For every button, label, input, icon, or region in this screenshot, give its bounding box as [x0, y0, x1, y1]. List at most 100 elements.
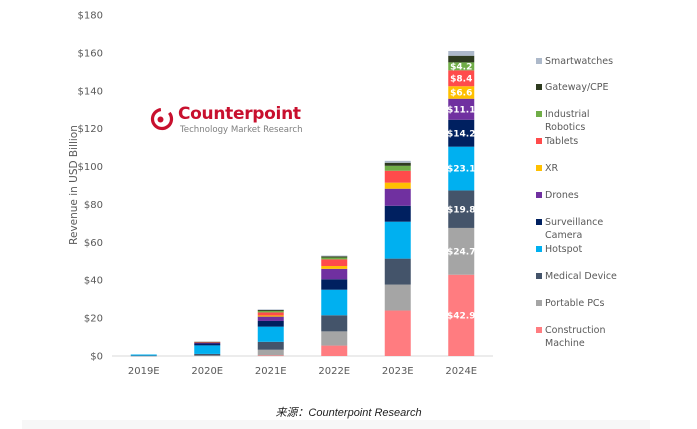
bar-segment	[384, 170, 411, 183]
bar-segment	[448, 70, 475, 87]
logo-brand: Counterpoint	[178, 104, 301, 124]
bar-segment	[448, 190, 475, 228]
bar-segment	[257, 315, 284, 317]
legend-item: XR	[536, 163, 559, 174]
y-tick-label: $120	[78, 124, 103, 135]
bar-segment	[321, 289, 348, 316]
bar-stack-2022E	[321, 255, 348, 356]
y-tick-label: $180	[78, 11, 103, 22]
logo-tagline: Technology Market Research	[180, 125, 303, 135]
legend-item: Drones	[536, 190, 579, 201]
bar-segment	[384, 221, 411, 259]
y-tick-label: $140	[78, 86, 103, 97]
bar-segment	[448, 227, 475, 275]
bar-segment	[257, 312, 284, 316]
bar-segment	[257, 326, 284, 342]
legend-item: Hotspot	[536, 244, 582, 255]
bar-segment	[384, 188, 411, 206]
bar-segment	[448, 86, 475, 99]
bar-segment	[194, 342, 221, 344]
bar-segment	[448, 274, 475, 356]
legend-label: XR	[545, 163, 559, 174]
bar-segment	[130, 355, 157, 357]
bar-segment	[257, 310, 284, 313]
bar-stack-2023E	[384, 160, 411, 356]
legend-item: Tablets	[536, 136, 578, 147]
bar-segment	[321, 345, 348, 356]
bar-segment	[321, 266, 348, 269]
legend-item: Medical Device	[536, 271, 617, 282]
legend-label: Portable PCs	[545, 298, 605, 309]
bar-segment	[321, 256, 348, 258]
bar-stack-2019E	[130, 354, 157, 357]
legend: Smartwatches Gateway/CPE Industrial Robotic…	[536, 56, 617, 349]
data-label: $11.1	[447, 105, 475, 115]
data-label: $23.1	[447, 165, 475, 175]
source-caption: 来源：Counterpoint Research	[275, 407, 422, 419]
y-tick-label: $40	[84, 276, 103, 287]
data-label: $19.8	[447, 205, 475, 215]
bar-segment	[257, 341, 284, 350]
bar-segment	[257, 309, 284, 311]
bar-segment	[384, 284, 411, 311]
bar-segment	[321, 315, 348, 332]
data-label: $6.6	[450, 89, 472, 99]
bar-stack-2021E	[257, 309, 284, 357]
bar-segment	[384, 165, 411, 171]
y-axis: $0 $20 $40 $60 $80 $100 $120 $140 $160 $180	[78, 11, 103, 363]
x-tick-label: 2019E	[128, 366, 160, 377]
legend-swatch	[536, 138, 542, 144]
legend-item: Smartwatches	[536, 56, 613, 67]
data-label: $42.9	[447, 312, 475, 322]
bars: $42.9 $24.7 $19.8 $23.1 $14.2 $11.1 $6.6 $8.4$4…	[130, 50, 475, 357]
legend-item: Industrial Robotics	[536, 109, 590, 133]
bar-segment	[384, 310, 411, 356]
legend-item: Construction Machine	[536, 325, 606, 349]
legend-swatch	[536, 327, 542, 333]
data-label: $24.7	[447, 248, 475, 258]
bar-segment	[448, 62, 475, 71]
legend-swatch	[536, 165, 542, 171]
legend-swatch	[536, 192, 542, 198]
bar-segment	[130, 354, 157, 356]
bar-segment	[321, 255, 348, 257]
legend-label: Machine	[545, 338, 585, 349]
bar-segment	[321, 279, 348, 290]
legend-swatch	[536, 58, 542, 64]
legend-swatch	[536, 111, 542, 117]
bar-segment	[384, 205, 411, 222]
legend-label: Camera	[545, 230, 582, 241]
x-axis: 2019E 2020E 2021E 2022E 2023E 2024E	[128, 366, 477, 377]
bar-segment	[257, 349, 284, 356]
data-label: $4.2	[450, 63, 472, 73]
y-tick-label: $80	[84, 200, 103, 211]
bar-stack-2024E: $42.9 $24.7 $19.8 $23.1 $14.2 $11.1 $6.6 $8.4$4…	[447, 50, 475, 356]
bar-segment	[448, 50, 475, 56]
legend-item: Surveillance Camera	[536, 217, 603, 241]
bar-segment	[194, 341, 221, 343]
legend-label: Construction	[545, 325, 606, 336]
footer-band	[22, 420, 650, 429]
legend-label: Robotics	[545, 122, 585, 133]
data-label: $8.4	[450, 74, 472, 84]
legend-swatch	[536, 219, 542, 225]
legend-label: Smartwatches	[545, 56, 613, 67]
bar-segment	[194, 353, 221, 356]
bar-segment	[321, 331, 348, 346]
y-tick-label: $160	[78, 48, 103, 59]
y-tick-label: $0	[90, 352, 103, 363]
bar-segment	[257, 309, 284, 310]
counterpoint-logo-icon	[150, 107, 174, 131]
bar-segment	[448, 119, 475, 147]
legend-swatch	[536, 246, 542, 252]
counterpoint-logo: Counterpoint Technology Market Research	[150, 104, 320, 138]
bar-segment	[321, 268, 348, 280]
legend-swatch	[536, 300, 542, 306]
bar-segment	[257, 355, 284, 357]
bar-stack-2020E	[194, 341, 221, 357]
legend-swatch	[536, 84, 542, 90]
bar-segment	[321, 257, 348, 260]
legend-label: Medical Device	[545, 271, 617, 282]
bar-segment	[384, 182, 411, 189]
legend-label: Tablets	[544, 136, 578, 147]
